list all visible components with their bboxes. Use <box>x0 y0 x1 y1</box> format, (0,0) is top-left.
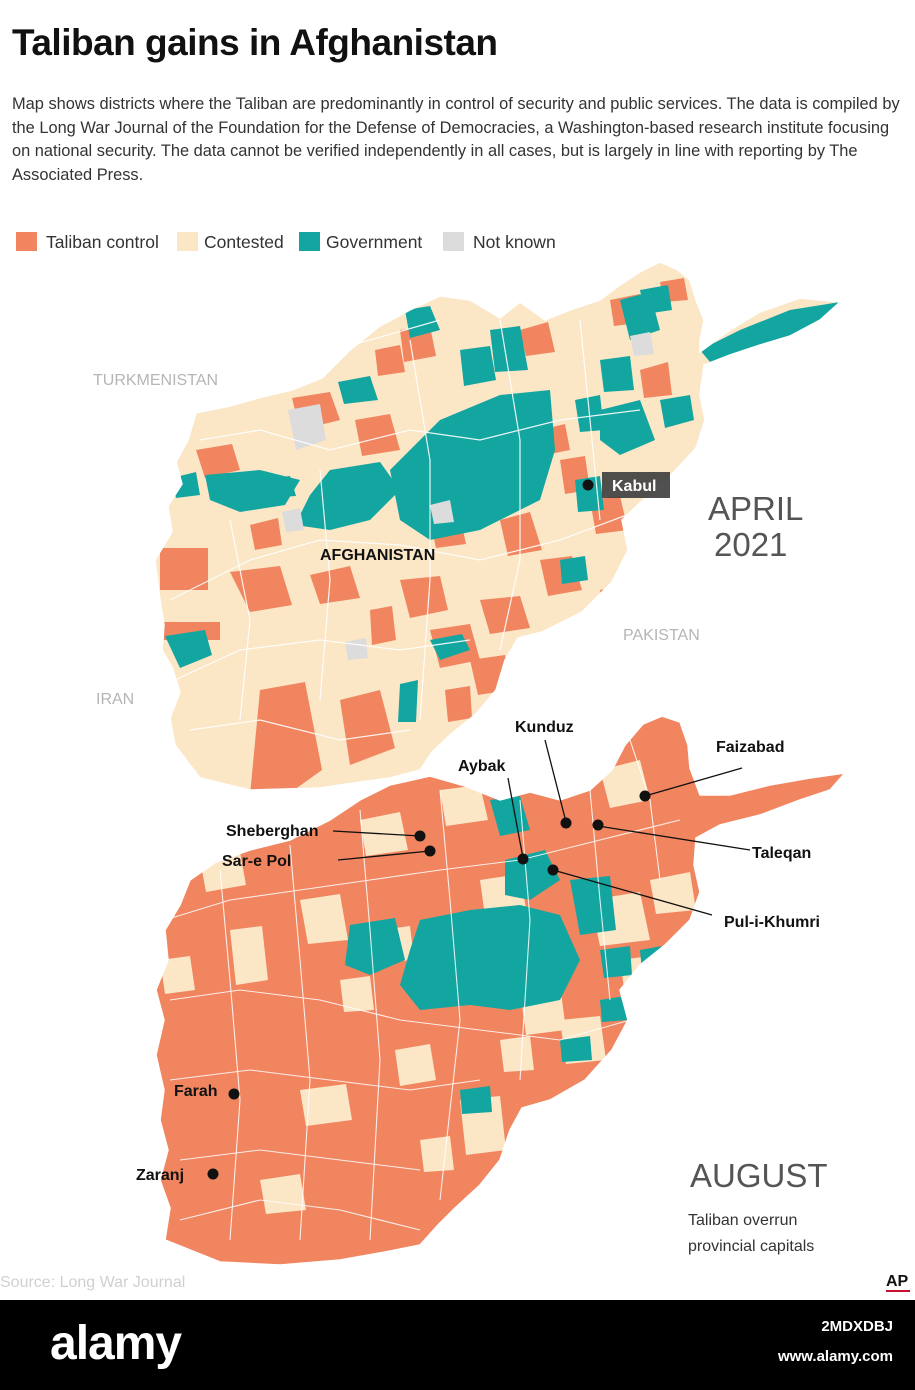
city-label-sar-e-pol: Sar-e Pol <box>222 853 291 870</box>
leader-line-pul-i-khumri <box>552 869 713 916</box>
legend-swatch-government <box>299 232 320 251</box>
legend-swatch-not-known <box>443 232 464 251</box>
map-april-2021: TURKMENISTAN IRAN PAKISTAN AFGHANISTAN K… <box>93 261 842 791</box>
leader-line-kunduz <box>544 739 567 823</box>
marker-sar-e-pol <box>424 845 436 857</box>
maps-canvas: TURKMENISTAN IRAN PAKISTAN AFGHANISTAN K… <box>93 261 847 1266</box>
kabul-marker <box>582 479 594 491</box>
legend-label-not-known: Not known <box>473 232 556 252</box>
legend-swatch-taliban <box>16 232 37 251</box>
marker-kunduz <box>560 817 572 829</box>
legend-label-government: Government <box>326 232 423 252</box>
kabul-label-box <box>602 472 670 498</box>
neighbor-label-turkmenistan: TURKMENISTAN <box>93 372 218 389</box>
legend-label-taliban: Taliban control <box>46 232 159 252</box>
city-label-aybak: Aybak <box>458 758 506 775</box>
city-label-kunduz: Kunduz <box>515 719 574 736</box>
watermark-band <box>0 1300 915 1390</box>
image-id: 2MDXDBJ <box>821 1318 893 1335</box>
country-label: AFGHANISTAN <box>320 547 435 564</box>
city-label-farah: Farah <box>174 1083 218 1100</box>
city-label-taleqan: Taleqan <box>752 845 811 862</box>
marker-taleqan <box>592 819 604 831</box>
marker-sheberghan <box>414 830 426 842</box>
alamy-site: www.alamy.com <box>777 1348 893 1365</box>
period-label-april: APRIL <box>708 490 803 527</box>
alamy-logo: alamy <box>50 1317 182 1370</box>
legend-label-contested: Contested <box>204 232 284 252</box>
marker-zaranj <box>207 1168 219 1180</box>
leader-line-faizabad <box>644 767 743 797</box>
page-title: Taliban gains in Afghanistan <box>12 22 498 63</box>
ap-logo: AP <box>886 1273 910 1292</box>
marker-farah <box>228 1088 240 1100</box>
city-label-kabul: Kabul <box>612 478 656 495</box>
neighbor-label-pakistan: PAKISTAN <box>623 627 700 644</box>
august-caption-line2: provincial capitals <box>688 1238 814 1255</box>
afghanistan-outline-april <box>154 261 842 791</box>
city-label-pul-i-khumri: Pul-i-Khumri <box>724 914 820 931</box>
legend-swatch-contested <box>177 232 198 251</box>
source-note: Source: Long War Journal <box>0 1274 186 1291</box>
august-caption-line1: Taliban overrun <box>688 1212 797 1229</box>
leader-line-sheberghan <box>332 830 421 837</box>
city-label-sheberghan: Sheberghan <box>226 823 318 840</box>
leader-line-sar-e-pol <box>337 850 431 861</box>
neighbor-label-iran: IRAN <box>96 691 134 708</box>
city-label-zaranj: Zaranj <box>136 1167 184 1184</box>
period-label-august: AUGUST <box>690 1157 828 1194</box>
ap-logo-text: AP <box>886 1273 909 1290</box>
marker-pul-i-khumri <box>547 864 559 876</box>
marker-faizabad <box>639 790 651 802</box>
period-label-2021: 2021 <box>714 526 787 563</box>
leader-line-taleqan <box>597 825 751 851</box>
leader-line-aybak <box>507 777 524 859</box>
map-description: Map shows districts where the Taliban ar… <box>12 95 900 184</box>
marker-aybak <box>517 853 529 865</box>
city-label-faizabad: Faizabad <box>716 739 784 756</box>
